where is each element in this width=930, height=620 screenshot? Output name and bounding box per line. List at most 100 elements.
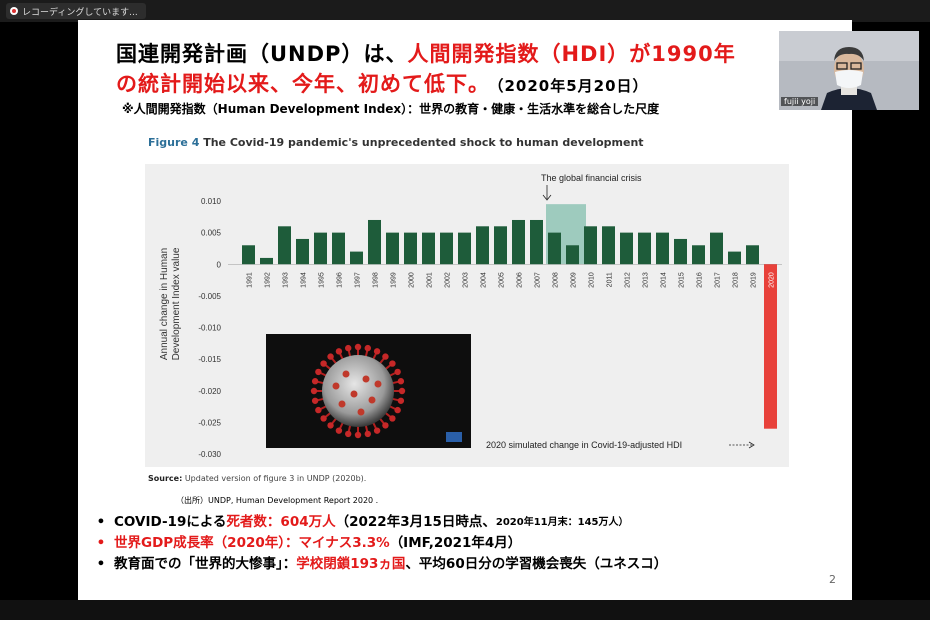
x-tick-label: 2014 bbox=[661, 272, 668, 288]
bar-1995 bbox=[314, 232, 327, 265]
bar-2004 bbox=[476, 226, 489, 265]
title-red-part: 人間開発指数（HDI）が1990年 bbox=[407, 42, 736, 66]
slide-subtitle: ※人間開発指数（Human Development Index）：世界の教育・健… bbox=[122, 102, 660, 116]
x-tick-label: 1994 bbox=[301, 272, 308, 288]
recording-indicator[interactable]: レコーディングしています... bbox=[6, 3, 146, 19]
y-tick-label: 0 bbox=[217, 260, 222, 269]
x-tick-label: 2002 bbox=[445, 272, 452, 288]
y-tick-label: -0.010 bbox=[198, 324, 221, 333]
bar-2017 bbox=[710, 232, 723, 265]
bullet-text: 教育面での「世界的大惨事」： bbox=[114, 556, 297, 572]
recording-label: レコーディングしています... bbox=[22, 7, 138, 18]
x-tick-label: 2004 bbox=[481, 272, 488, 288]
source-text: Updated version of figure 3 in UNDP (202… bbox=[184, 474, 367, 483]
x-tick-label: 1995 bbox=[319, 272, 326, 288]
bar-2013 bbox=[638, 232, 651, 265]
x-tick-label: 2006 bbox=[517, 272, 524, 288]
recording-bar: レコーディングしています... bbox=[0, 0, 930, 22]
bullet-highlight: 死者数：604万人 bbox=[226, 514, 336, 530]
bullet-covid-deaths: • COVID-19による 死者数：604万人 （2022年3月15日時点、 2020… bbox=[88, 512, 848, 533]
bar-1992 bbox=[260, 257, 273, 265]
y-tick-label: -0.030 bbox=[198, 450, 221, 459]
participant-video[interactable] bbox=[779, 31, 919, 110]
x-tick-label: 2019 bbox=[751, 272, 758, 288]
x-tick-label: 2018 bbox=[733, 272, 740, 288]
bar-2019 bbox=[746, 245, 759, 265]
bar-2003 bbox=[458, 232, 471, 265]
x-tick-label: 1997 bbox=[355, 272, 362, 288]
crisis-arrow-head bbox=[542, 194, 552, 201]
x-tick-label: 2010 bbox=[589, 272, 596, 288]
bar-1999 bbox=[386, 232, 399, 265]
bullet-text: （2022年3月15日時点、 bbox=[335, 514, 496, 530]
title-red-line2: の統計開始以来、今年、初めて低下。 bbox=[116, 72, 490, 96]
x-tick-label: 2005 bbox=[499, 272, 506, 288]
bullet-text: （IMF,2021年4月） bbox=[389, 535, 522, 551]
x-tick-label: 2013 bbox=[643, 272, 650, 288]
bar-2016 bbox=[692, 245, 705, 265]
x-tick-label: 2020 bbox=[769, 272, 776, 288]
x-tick-label: 2008 bbox=[553, 272, 560, 288]
bullet-education: • 教育面での「世界的大惨事」： 学校閉鎖193ヵ国 、平均60日分の学習機会喪失（… bbox=[88, 554, 848, 575]
participant-name: fujii yoji bbox=[781, 97, 819, 106]
bullet-small-text: 2020年11月末：145万人） bbox=[495, 517, 629, 528]
x-tick-label: 2012 bbox=[625, 272, 632, 288]
bar-2001 bbox=[422, 232, 435, 265]
x-tick-label: 1992 bbox=[265, 272, 272, 288]
bar-2011 bbox=[602, 226, 615, 265]
bullet-gdp: • 世界GDP成長率（2020年）：マイナス3.3% （IMF,2021年4月） bbox=[88, 533, 848, 554]
y-tick-label: 0.010 bbox=[201, 197, 222, 206]
x-tick-label: 1998 bbox=[373, 272, 380, 288]
y-axis-label: Annual change in HumanDevelopment Index … bbox=[159, 247, 182, 360]
bar-1991 bbox=[242, 245, 255, 265]
figure-title-text: The Covid-19 pandemic's unprecedented sh… bbox=[203, 136, 644, 149]
x-tick-label: 2000 bbox=[409, 272, 416, 288]
bullet-list: • COVID-19による 死者数：604万人 （2022年3月15日時点、 2020… bbox=[88, 512, 848, 575]
bottom-bar bbox=[0, 600, 930, 620]
hdi-bar-chart: 0.010 0.005 0 -0.005 -0.010 -0.015 -0.020 -0.02… bbox=[159, 173, 782, 459]
bullet-text: 、平均60日分の学習機会喪失（ユネスコ） bbox=[405, 556, 668, 572]
x-tick-label: 2007 bbox=[535, 272, 542, 288]
bar-1998 bbox=[368, 219, 381, 265]
bar-2020 bbox=[764, 264, 777, 429]
bar-1997 bbox=[350, 251, 363, 265]
presentation-slide: 国連開発計画（UNDP）は、人間開発指数（HDI）が1990年 の統計開始以来、… bbox=[78, 20, 852, 600]
x-tick-label: 2003 bbox=[463, 272, 470, 288]
bar-2009 bbox=[566, 245, 579, 265]
x-tick-label: 1993 bbox=[283, 272, 290, 288]
bullet-highlight: 世界GDP成長率（2020年）：マイナス3.3% bbox=[114, 535, 390, 551]
x-tick-label: 2017 bbox=[715, 272, 722, 288]
bar-2010 bbox=[584, 226, 597, 265]
page-number: 2 bbox=[829, 573, 836, 586]
x-tick-label: 2001 bbox=[427, 272, 434, 288]
y-tick-label: -0.020 bbox=[198, 387, 221, 396]
figure-label: Figure 4 bbox=[148, 136, 200, 149]
record-icon bbox=[10, 7, 18, 15]
x-tick-label: 1991 bbox=[247, 272, 254, 288]
y-tick-label: 0.005 bbox=[201, 229, 222, 238]
bar-2018 bbox=[728, 251, 741, 265]
bar-2005 bbox=[494, 226, 507, 265]
bar-1994 bbox=[296, 238, 309, 265]
y-tick-label: -0.005 bbox=[198, 292, 221, 301]
bullet-highlight: 学校閉鎖193ヵ国 bbox=[296, 556, 406, 572]
bar-1996 bbox=[332, 232, 345, 265]
bar-2000 bbox=[404, 232, 417, 265]
citation: （出所）UNDP, Human Development Report 2020 … bbox=[176, 496, 379, 505]
coronavirus-image bbox=[266, 334, 471, 448]
x-tick-label: 2015 bbox=[679, 272, 686, 288]
y-tick-label: -0.025 bbox=[198, 418, 221, 427]
x-tick-label: 2016 bbox=[697, 272, 704, 288]
title-black-part: 国連開発計画（UNDP）は、 bbox=[116, 42, 408, 66]
bar-2002 bbox=[440, 232, 453, 265]
bar-2006 bbox=[512, 219, 525, 265]
bar-2008 bbox=[548, 232, 561, 265]
crisis-annotation: The global financial crisis bbox=[541, 173, 642, 183]
slide-title-line2: の統計開始以来、今年、初めて低下。 （2020年5月20日） bbox=[116, 68, 649, 98]
title-date: （2020年5月20日） bbox=[496, 77, 649, 95]
slide-title-line1: 国連開発計画（UNDP）は、人間開発指数（HDI）が1990年 bbox=[116, 38, 736, 68]
bar-2014 bbox=[656, 232, 669, 265]
source-label: Source: bbox=[148, 474, 183, 483]
bar-2012 bbox=[620, 232, 633, 265]
covid-annotation: 2020 simulated change in Covid-19-adjust… bbox=[486, 440, 682, 450]
